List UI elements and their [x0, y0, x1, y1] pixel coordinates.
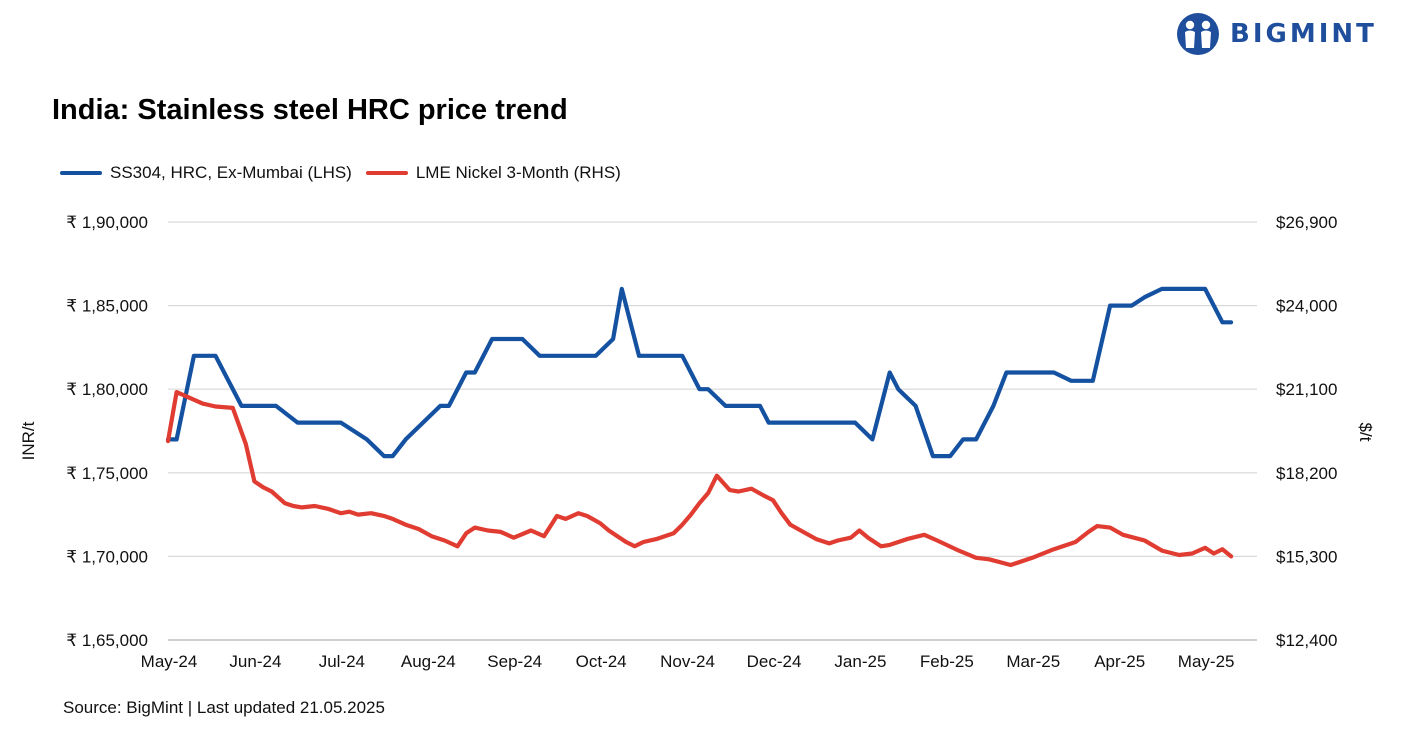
x-axis-ticks: May-24 Jun-24 Jul-24 Aug-24 Sep-24 Oct-24 Nov-…: [141, 652, 1235, 671]
series-line-nickel: [165, 390, 1234, 568]
brand-name: BIGMINT: [1230, 19, 1377, 49]
x-tick-label: Jan-25: [834, 652, 886, 671]
left-tick-label: ₹ 1,85,000: [66, 297, 148, 316]
legend-label-ss304: SS304, HRC, Ex-Mumbai (LHS): [110, 163, 352, 182]
legend-swatch-nickel: [365, 171, 408, 175]
x-tick-label: Apr-25: [1094, 652, 1145, 671]
gridlines: [168, 221, 1257, 558]
x-tick-label: Sep-24: [487, 652, 542, 671]
left-tick-label: ₹ 1,80,000: [66, 380, 148, 399]
right-axis-label: $/t: [1356, 423, 1375, 442]
left-axis-label: INR/t: [19, 421, 38, 460]
left-tick-label: ₹ 1,75,000: [66, 464, 148, 483]
legend-label-nickel: LME Nickel 3-Month (RHS): [415, 163, 621, 182]
chart-title: India: Stainless steel HRC price trend: [52, 94, 568, 126]
x-tick-label: Aug-24: [401, 652, 456, 671]
right-tick-label: $12,400: [1276, 631, 1337, 650]
x-tick-label: May-24: [141, 652, 198, 671]
legend-item-ss304: SS304, HRC, Ex-Mumbai (LHS): [60, 163, 352, 183]
chart-legend: SS304, HRC, Ex-Mumbai (LHS) LME Nickel 3…: [60, 163, 635, 183]
x-tick-label: Jul-24: [319, 652, 365, 671]
right-tick-label: $26,900: [1276, 213, 1337, 232]
series-group: [165, 286, 1234, 568]
left-tick-label: ₹ 1,90,000: [66, 213, 148, 232]
right-tick-label: $18,200: [1276, 464, 1337, 483]
left-tick-label: ₹ 1,65,000: [66, 631, 148, 650]
right-axis-ticks: $12,400 $15,300 $18,200 $21,100 $24,000 $26,9…: [1276, 213, 1337, 650]
x-tick-label: Jun-24: [229, 652, 281, 671]
legend-swatch-ss304: [60, 171, 102, 175]
source-note: Source: BigMint | Last updated 21.05.202…: [63, 698, 385, 717]
left-tick-label: ₹ 1,70,000: [66, 547, 148, 566]
legend-item-nickel: LME Nickel 3-Month (RHS): [365, 163, 621, 183]
bigmint-logo: BIGMINT: [1176, 12, 1377, 56]
x-tick-label: Oct-24: [576, 652, 627, 671]
series-line-ss304: [165, 286, 1234, 459]
right-tick-label: $15,300: [1276, 547, 1337, 566]
x-tick-label: Dec-24: [747, 652, 802, 671]
right-tick-label: $24,000: [1276, 297, 1337, 316]
left-axis-ticks: ₹ 1,65,000 ₹ 1,70,000 ₹ 1,75,000 ₹ 1,80,000…: [66, 213, 148, 650]
x-tick-label: Nov-24: [660, 652, 715, 671]
right-tick-label: $21,100: [1276, 380, 1337, 399]
x-tick-label: Feb-25: [920, 652, 974, 671]
x-tick-label: May-25: [1178, 652, 1235, 671]
x-tick-label: Mar-25: [1006, 652, 1060, 671]
people-icon: [1177, 13, 1219, 55]
